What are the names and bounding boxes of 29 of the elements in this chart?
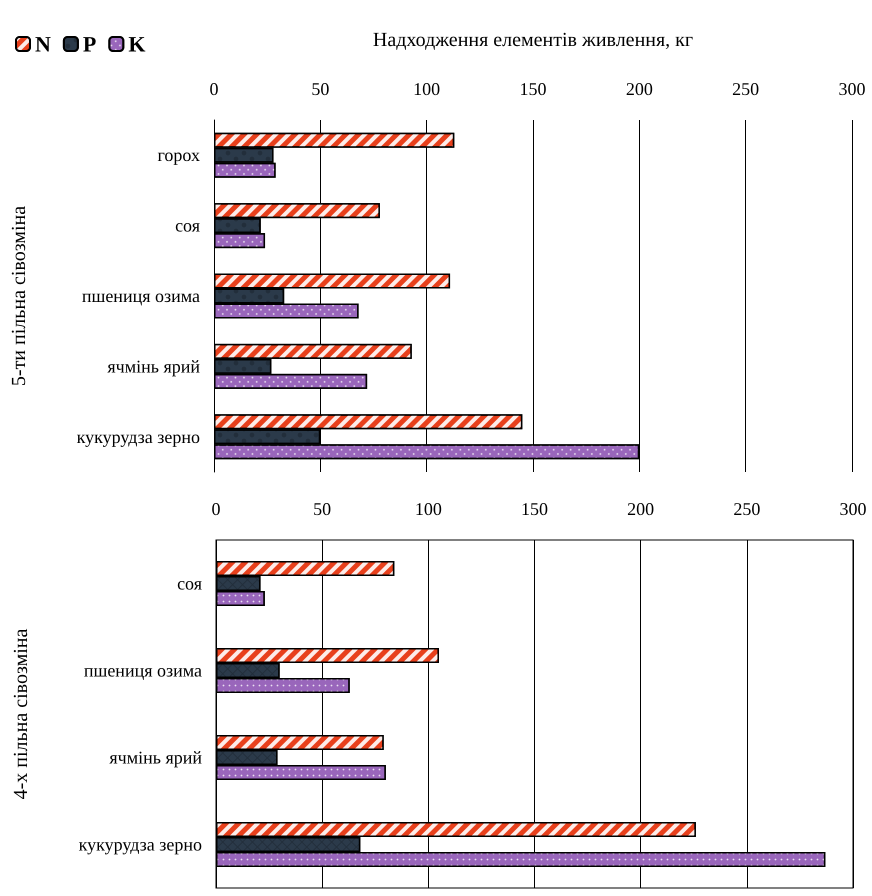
y-tick-label: ячмінь ярий xyxy=(109,748,202,768)
x-tick-label: 50 xyxy=(311,79,330,99)
y-tick-label: пшениця озима xyxy=(84,660,202,680)
x-tick-label: 50 xyxy=(313,499,332,519)
x-tick-label: 250 xyxy=(733,499,760,519)
y-axis-title: 5-ти пільна сівозміна xyxy=(8,206,30,386)
y-tick-label: кукурудза зерно xyxy=(78,834,202,854)
y-tick-label: соя xyxy=(175,216,200,236)
y-tick-label: ячмінь ярий xyxy=(107,356,200,376)
x-tick-label: 100 xyxy=(413,79,440,99)
x-tick-label: 150 xyxy=(521,499,548,519)
y-tick-label: кукурудза зерно xyxy=(76,426,200,447)
x-axis-title: Надходження елементів живлення, кг xyxy=(372,29,694,51)
legend-label: P xyxy=(82,32,96,56)
x-tick-label: 0 xyxy=(210,79,218,99)
y-tick-label: соя xyxy=(177,574,202,594)
x-tick-label: 300 xyxy=(840,499,866,519)
x-tick-label: 100 xyxy=(414,499,442,519)
x-tick-label: 200 xyxy=(626,79,653,99)
x-tick-label: 200 xyxy=(627,499,654,519)
y-tick-label: горох xyxy=(158,145,200,166)
x-tick-label: 250 xyxy=(732,79,760,99)
y-tick-label: пшениця озима xyxy=(82,286,200,306)
legend-label: K xyxy=(128,32,146,56)
legend-label: N xyxy=(35,32,51,56)
x-tick-label: 150 xyxy=(520,79,546,99)
x-tick-label: 300 xyxy=(838,79,866,99)
x-tick-label: 0 xyxy=(212,499,220,519)
y-axis-title: 4-х пільна сівозміна xyxy=(10,628,32,800)
